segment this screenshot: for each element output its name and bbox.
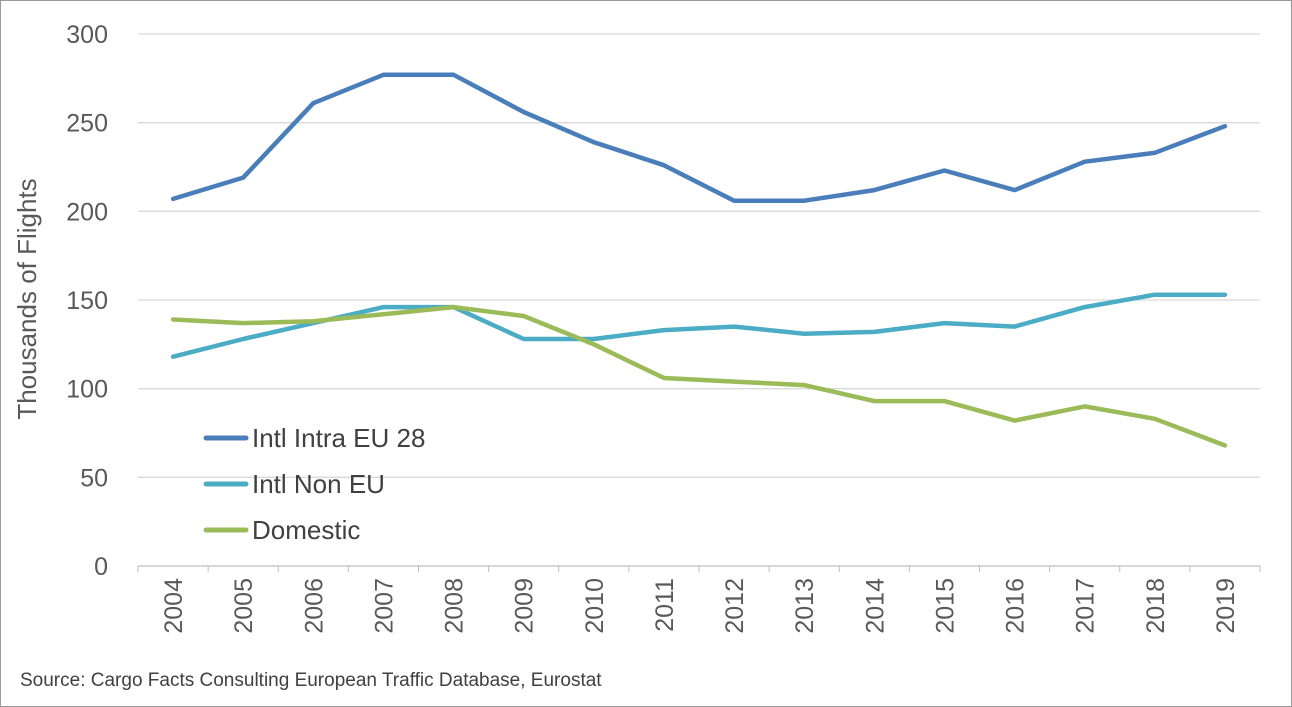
- y-tick-label: 0: [94, 553, 108, 581]
- x-tick-label: 2014: [861, 578, 889, 634]
- y-tick-label: 200: [66, 198, 108, 226]
- y-tick-labels: 0 50 100 150 200 250 300: [66, 21, 108, 581]
- x-tick-label: 2007: [370, 578, 398, 634]
- x-tick-label: 2016: [1002, 578, 1030, 634]
- x-tick-label: 2008: [441, 578, 469, 634]
- legend-label: Intl Intra EU 28: [252, 423, 425, 453]
- gridlines: [137, 33, 1261, 572]
- series-line-intl-non-eu: [170, 292, 1228, 359]
- y-tick-label: 300: [66, 21, 108, 49]
- y-tick-label: 150: [66, 287, 108, 315]
- x-tick-label: 2011: [651, 578, 679, 632]
- x-tick-label: 2006: [300, 578, 328, 634]
- x-tick-labels: 2004 2005 2006 2007 2008 2009 2010 2011 2012 2013…: [160, 578, 1240, 634]
- x-tick-label: 2012: [721, 578, 749, 634]
- x-tick-label: 2013: [791, 578, 819, 634]
- x-tick-label: 2009: [511, 578, 539, 634]
- x-tick-label: 2019: [1212, 578, 1240, 634]
- series-line-domestic: [170, 304, 1228, 448]
- x-tick-label: 2017: [1072, 578, 1100, 634]
- series-lines: [170, 72, 1228, 448]
- series-line-intl-intra-eu-28: [170, 72, 1228, 203]
- y-axis-title: Thousands of Flights: [12, 178, 42, 419]
- x-tick-label: 2018: [1142, 578, 1170, 634]
- source-note: Source: Cargo Facts Consulting European …: [20, 670, 602, 691]
- y-tick-label: 100: [66, 376, 108, 404]
- y-tick-label: 50: [80, 464, 108, 492]
- legend: Intl Intra EU 28 Intl Non EU Domestic: [203, 423, 425, 545]
- x-tick-label: 2010: [581, 578, 609, 634]
- legend-label: Intl Non EU: [252, 469, 385, 499]
- x-tick-label: 2005: [230, 578, 258, 634]
- x-tick-label: 2015: [931, 578, 959, 634]
- legend-label: Domestic: [252, 515, 360, 545]
- x-tick-label: 2004: [160, 578, 188, 634]
- y-tick-label: 250: [66, 110, 108, 138]
